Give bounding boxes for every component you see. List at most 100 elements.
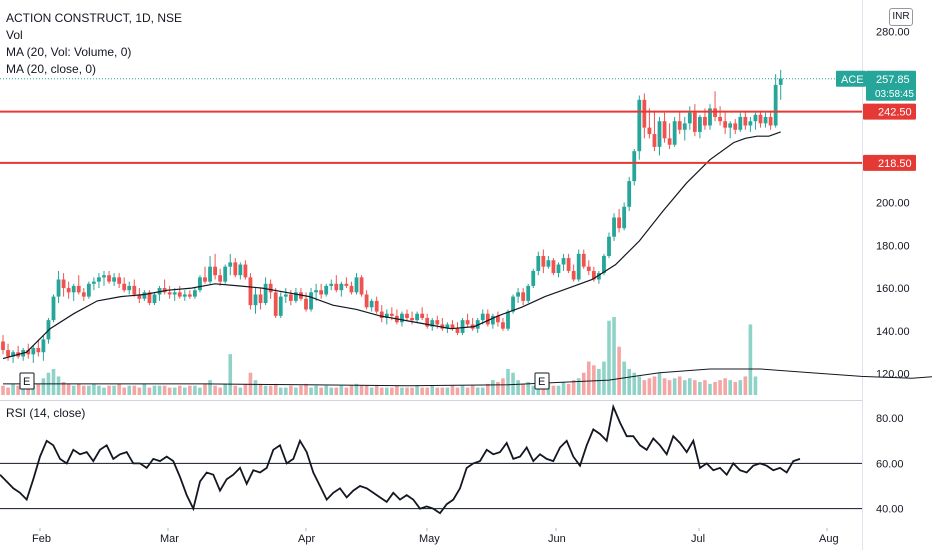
volume-bar xyxy=(465,387,470,395)
price-tick-label: 140.00 xyxy=(876,326,910,338)
candle-body xyxy=(768,116,773,126)
volume-bar xyxy=(218,387,222,395)
candle-body xyxy=(56,279,61,297)
volume-bar xyxy=(486,383,490,395)
candle-body xyxy=(359,277,364,295)
candle-body xyxy=(682,123,687,130)
candle-body xyxy=(208,266,212,282)
symbol-title[interactable]: ACTION CONSTRUCT, 1D, NSE xyxy=(6,11,183,25)
earnings-marker-label: E xyxy=(23,376,30,388)
volume-bar xyxy=(92,383,96,395)
volume-bar xyxy=(612,317,616,395)
volume-bar xyxy=(56,376,61,395)
volume-bar xyxy=(576,378,581,395)
x-tick-label: Jul xyxy=(691,533,705,545)
candle-body xyxy=(66,288,71,293)
candle-body xyxy=(551,260,556,274)
price-ma-legend[interactable]: MA (20, close, 0) xyxy=(6,62,97,76)
candle-body xyxy=(642,99,647,128)
candle-body xyxy=(172,292,177,295)
volume-bar xyxy=(496,382,500,395)
rsi-legend[interactable]: RSI (14, close) xyxy=(6,406,86,420)
candle-body xyxy=(182,294,187,297)
volume-bar xyxy=(172,387,177,395)
volume-bar xyxy=(642,380,647,395)
volume-bar xyxy=(708,383,712,395)
volume-bar xyxy=(213,385,217,395)
volume-bar xyxy=(339,385,344,395)
volume-bar xyxy=(450,385,455,395)
volume-bar xyxy=(233,385,238,395)
x-tick-label: Apr xyxy=(298,533,315,545)
candle-body xyxy=(349,285,354,293)
candle-body xyxy=(364,294,369,308)
candle-body xyxy=(581,253,586,267)
candle-body xyxy=(733,123,738,130)
candle-body xyxy=(11,352,15,357)
volume-bar xyxy=(602,361,606,395)
volume-bar xyxy=(491,380,495,395)
candle-body xyxy=(203,277,207,282)
volume-bar xyxy=(364,385,369,395)
volume-bar xyxy=(87,385,91,395)
level-tag xyxy=(863,154,916,171)
volume-bar xyxy=(647,378,652,395)
overlays: 242.50 218.50 ACE 257.85 03:58:45 E E xyxy=(0,70,916,390)
volume-ma-line xyxy=(3,368,932,387)
candle-body xyxy=(309,292,313,310)
volume-bar xyxy=(592,365,596,395)
candle-body xyxy=(314,290,318,293)
candle-body xyxy=(127,285,132,291)
volume-bar xyxy=(147,387,152,395)
volume-bar xyxy=(117,383,121,395)
candle-body xyxy=(86,283,91,297)
volume-legend[interactable]: Vol xyxy=(6,28,23,42)
candle-body xyxy=(662,121,667,139)
volume-bar xyxy=(743,376,748,395)
candle-body xyxy=(339,283,344,291)
volume-ma-legend[interactable]: MA (20, Vol: Volume, 0) xyxy=(6,45,132,59)
candle-body xyxy=(425,318,430,327)
candle-body xyxy=(31,347,36,355)
candle-body xyxy=(546,260,551,267)
candle-body xyxy=(36,347,41,353)
candle-body xyxy=(278,296,283,316)
candle-body xyxy=(273,292,278,316)
currency-badge[interactable]: INR xyxy=(889,8,913,26)
candle-body xyxy=(218,275,223,282)
candle-body xyxy=(288,294,293,301)
candle-body xyxy=(677,121,682,130)
volume-bar xyxy=(284,387,288,395)
volume-bar xyxy=(672,378,677,395)
price-ma-line xyxy=(2,131,781,360)
volume-bar xyxy=(693,380,697,395)
volume-bar xyxy=(516,380,520,395)
candle-body xyxy=(374,300,379,312)
volume-bar xyxy=(718,380,722,395)
candle-body xyxy=(243,264,248,278)
candle-body xyxy=(26,350,31,355)
volume-bar xyxy=(102,387,106,395)
volume-bar xyxy=(76,383,81,395)
candle-body xyxy=(142,292,147,299)
candle-body xyxy=(597,273,601,280)
volume-bar xyxy=(349,385,354,395)
candle-body xyxy=(263,283,268,304)
candle-body xyxy=(132,285,137,295)
volume-bar xyxy=(682,380,687,395)
candle-body xyxy=(223,266,228,282)
level-tag-label: 218.50 xyxy=(878,158,912,170)
symbol-tag xyxy=(836,70,866,87)
volume-bar xyxy=(167,387,172,395)
volume-bar xyxy=(253,380,258,395)
candle-body xyxy=(718,116,722,122)
candle-body xyxy=(354,277,359,293)
candle-body xyxy=(738,116,743,130)
candle-body xyxy=(248,277,253,306)
volume-bar xyxy=(304,383,308,395)
volume-bar xyxy=(561,382,566,395)
volume-bar xyxy=(6,387,10,395)
volume-bar xyxy=(541,385,546,395)
volume-bar xyxy=(354,383,359,395)
